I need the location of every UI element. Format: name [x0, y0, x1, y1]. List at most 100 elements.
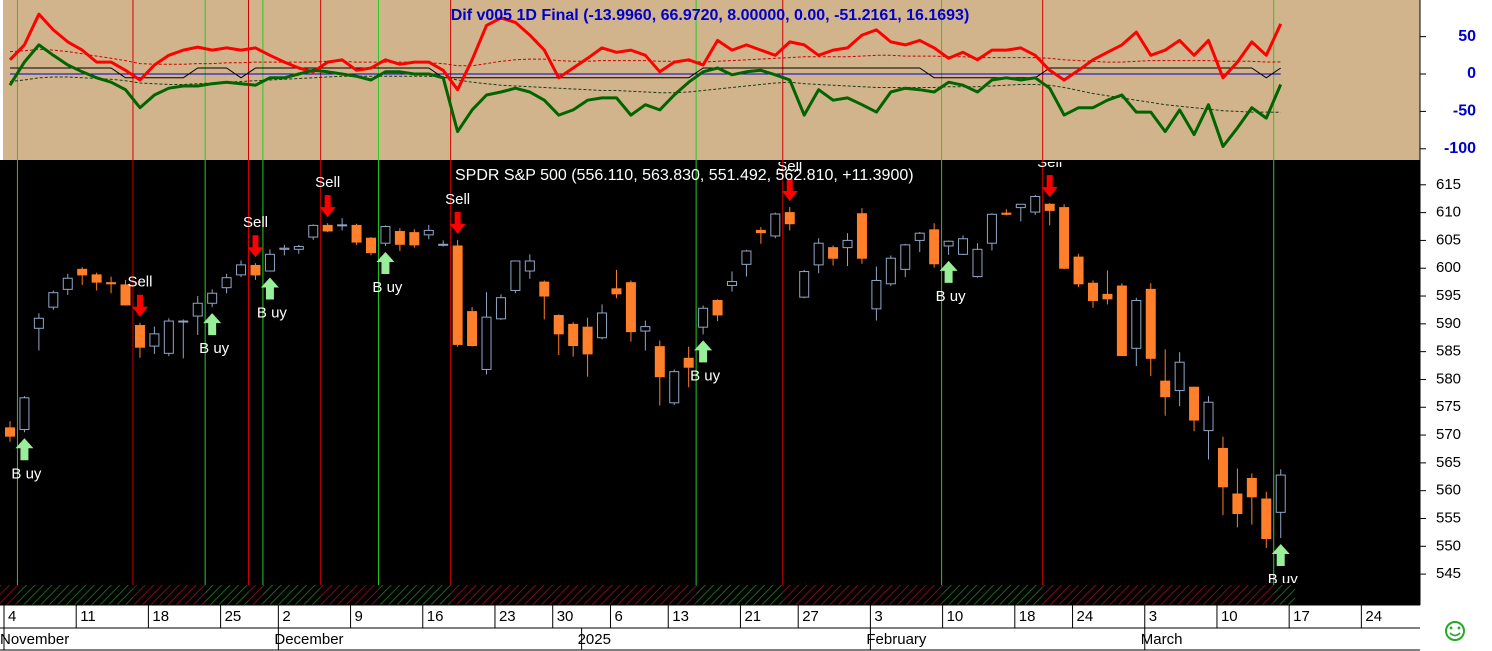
candle-body [611, 288, 622, 295]
regime-band [1042, 585, 1274, 605]
smiley-icon[interactable] [1445, 621, 1465, 641]
candle-body [366, 237, 376, 254]
y-tick-label: 545 [1436, 565, 1461, 582]
regime-band [262, 585, 321, 605]
regime-band [132, 585, 206, 605]
candle-body [149, 333, 160, 347]
x-tick-label: 23 [499, 608, 516, 625]
candle-body [1088, 282, 1098, 301]
x-tick-label: 30 [557, 608, 574, 625]
candle-body [1189, 386, 1200, 421]
candle-body [524, 260, 535, 272]
buy-label: B uy [257, 305, 288, 322]
regime-band [782, 585, 942, 605]
buy-arrow [376, 251, 395, 274]
candle-body [91, 274, 102, 283]
regime-band [378, 585, 451, 605]
candle-body [683, 357, 694, 368]
y-tick-label: 560 [1436, 482, 1461, 499]
y-tick-label: 595 [1436, 287, 1461, 304]
sell-label: Sell [777, 158, 802, 175]
month-label: March [1141, 631, 1183, 648]
candle-body [221, 277, 232, 289]
indicator-tick-label: -100 [1444, 140, 1476, 157]
indicator-line [9, 48, 1281, 67]
candle-body [1232, 493, 1243, 514]
candle-body [1203, 401, 1214, 432]
candle-body [495, 297, 506, 320]
candle-body [1030, 195, 1041, 213]
candle-body [19, 397, 30, 431]
month-label: December [274, 631, 343, 648]
y-tick-label: 605 [1436, 231, 1461, 248]
candle-body [856, 213, 867, 259]
buy-label: B uy [372, 279, 403, 296]
month-label: February [866, 631, 927, 648]
candle-body [1059, 207, 1070, 269]
x-tick-label: 3 [874, 608, 882, 625]
x-tick-label: 27 [802, 608, 819, 625]
y-tick-label: 590 [1436, 315, 1461, 332]
candle-body [192, 302, 203, 317]
buy-arrow [1271, 543, 1290, 566]
candle-body [264, 253, 275, 272]
candle-body [597, 312, 608, 339]
candle-body [582, 326, 593, 355]
candle-body [106, 282, 117, 285]
candle-body [510, 260, 521, 291]
indicator-title: Dif v005 1D Final (-13.9960, 66.9720, 8.… [451, 7, 970, 24]
candle-body [293, 246, 304, 250]
candle-body [380, 226, 391, 244]
x-tick-label: 18 [1019, 608, 1036, 625]
sell-arrow [781, 179, 798, 202]
candle-body [654, 346, 665, 378]
sell-arrow [247, 235, 264, 258]
y-tick-label: 610 [1436, 204, 1461, 221]
candle-body [1116, 285, 1127, 357]
indicator-line [10, 67, 1281, 79]
x-tick-label: 21 [744, 608, 761, 625]
candle-body [337, 224, 348, 227]
regime-band [450, 585, 697, 605]
sell-arrow [319, 195, 336, 218]
indicator-tick-label: 0 [1467, 65, 1476, 82]
candle-body [178, 320, 189, 323]
candle-body [914, 232, 925, 241]
x-tick-label: 4 [8, 608, 16, 625]
candle-body [33, 317, 44, 329]
month-label: 2025 [578, 631, 611, 648]
candle-body [625, 282, 636, 333]
buy-arrow [939, 260, 958, 283]
indicator-line [8, 43, 1283, 148]
buy-arrow [260, 277, 279, 300]
y-tick-label: 580 [1436, 370, 1461, 387]
candle-body [1275, 474, 1286, 513]
candle-body [539, 281, 550, 297]
y-tick-label: 570 [1436, 426, 1461, 443]
buy-label: B uy [690, 367, 721, 384]
candle-body [62, 277, 73, 290]
x-tick-label: 3 [1149, 608, 1157, 625]
candle-body [1160, 380, 1171, 398]
y-tick-label: 600 [1436, 259, 1461, 276]
candle-body [1044, 203, 1055, 211]
candle-body [1145, 288, 1156, 359]
candle-body [799, 271, 810, 298]
candle-body [1131, 299, 1142, 349]
sell-arrow [1041, 175, 1058, 198]
candle-body [755, 229, 766, 234]
x-tick-label: 10 [947, 608, 964, 625]
x-tick-label: 13 [672, 608, 689, 625]
y-tick-label: 575 [1436, 398, 1461, 415]
buy-arrow [15, 438, 34, 461]
candle-body [727, 281, 737, 286]
candle-body [842, 239, 853, 249]
candle-body [784, 212, 795, 225]
candle-body [698, 307, 709, 328]
x-tick-label: 10 [1221, 608, 1238, 625]
buy-arrow [203, 313, 222, 336]
candle-body [236, 264, 247, 276]
sell-label: Sell [315, 174, 340, 191]
buy-label: B uy [936, 288, 967, 305]
candle-body [741, 250, 752, 265]
